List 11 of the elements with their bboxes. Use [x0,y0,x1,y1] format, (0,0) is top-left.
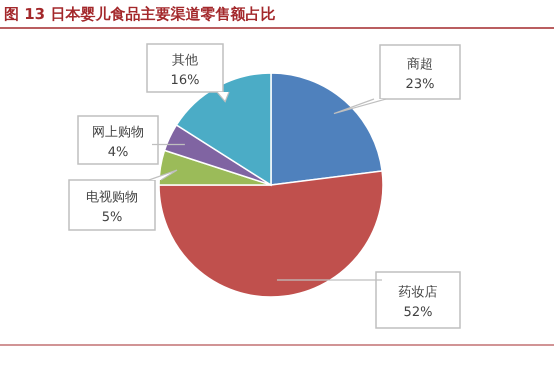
slice-label: 药妆店 [398,284,438,300]
data-label: 4% [108,145,128,160]
chart-title: 图 13 日本婴儿食品主要渠道零售额占比 [4,5,276,23]
slice-label: 网上购物 [92,125,144,140]
data-label: 5% [102,210,122,225]
slice-label: 其他 [172,53,198,68]
slice-label: 电视购物 [86,190,138,205]
slice-label: 商超 [407,57,433,72]
data-label: 16% [170,73,200,88]
data-label: 23% [406,77,434,92]
data-label: 52% [404,305,432,320]
